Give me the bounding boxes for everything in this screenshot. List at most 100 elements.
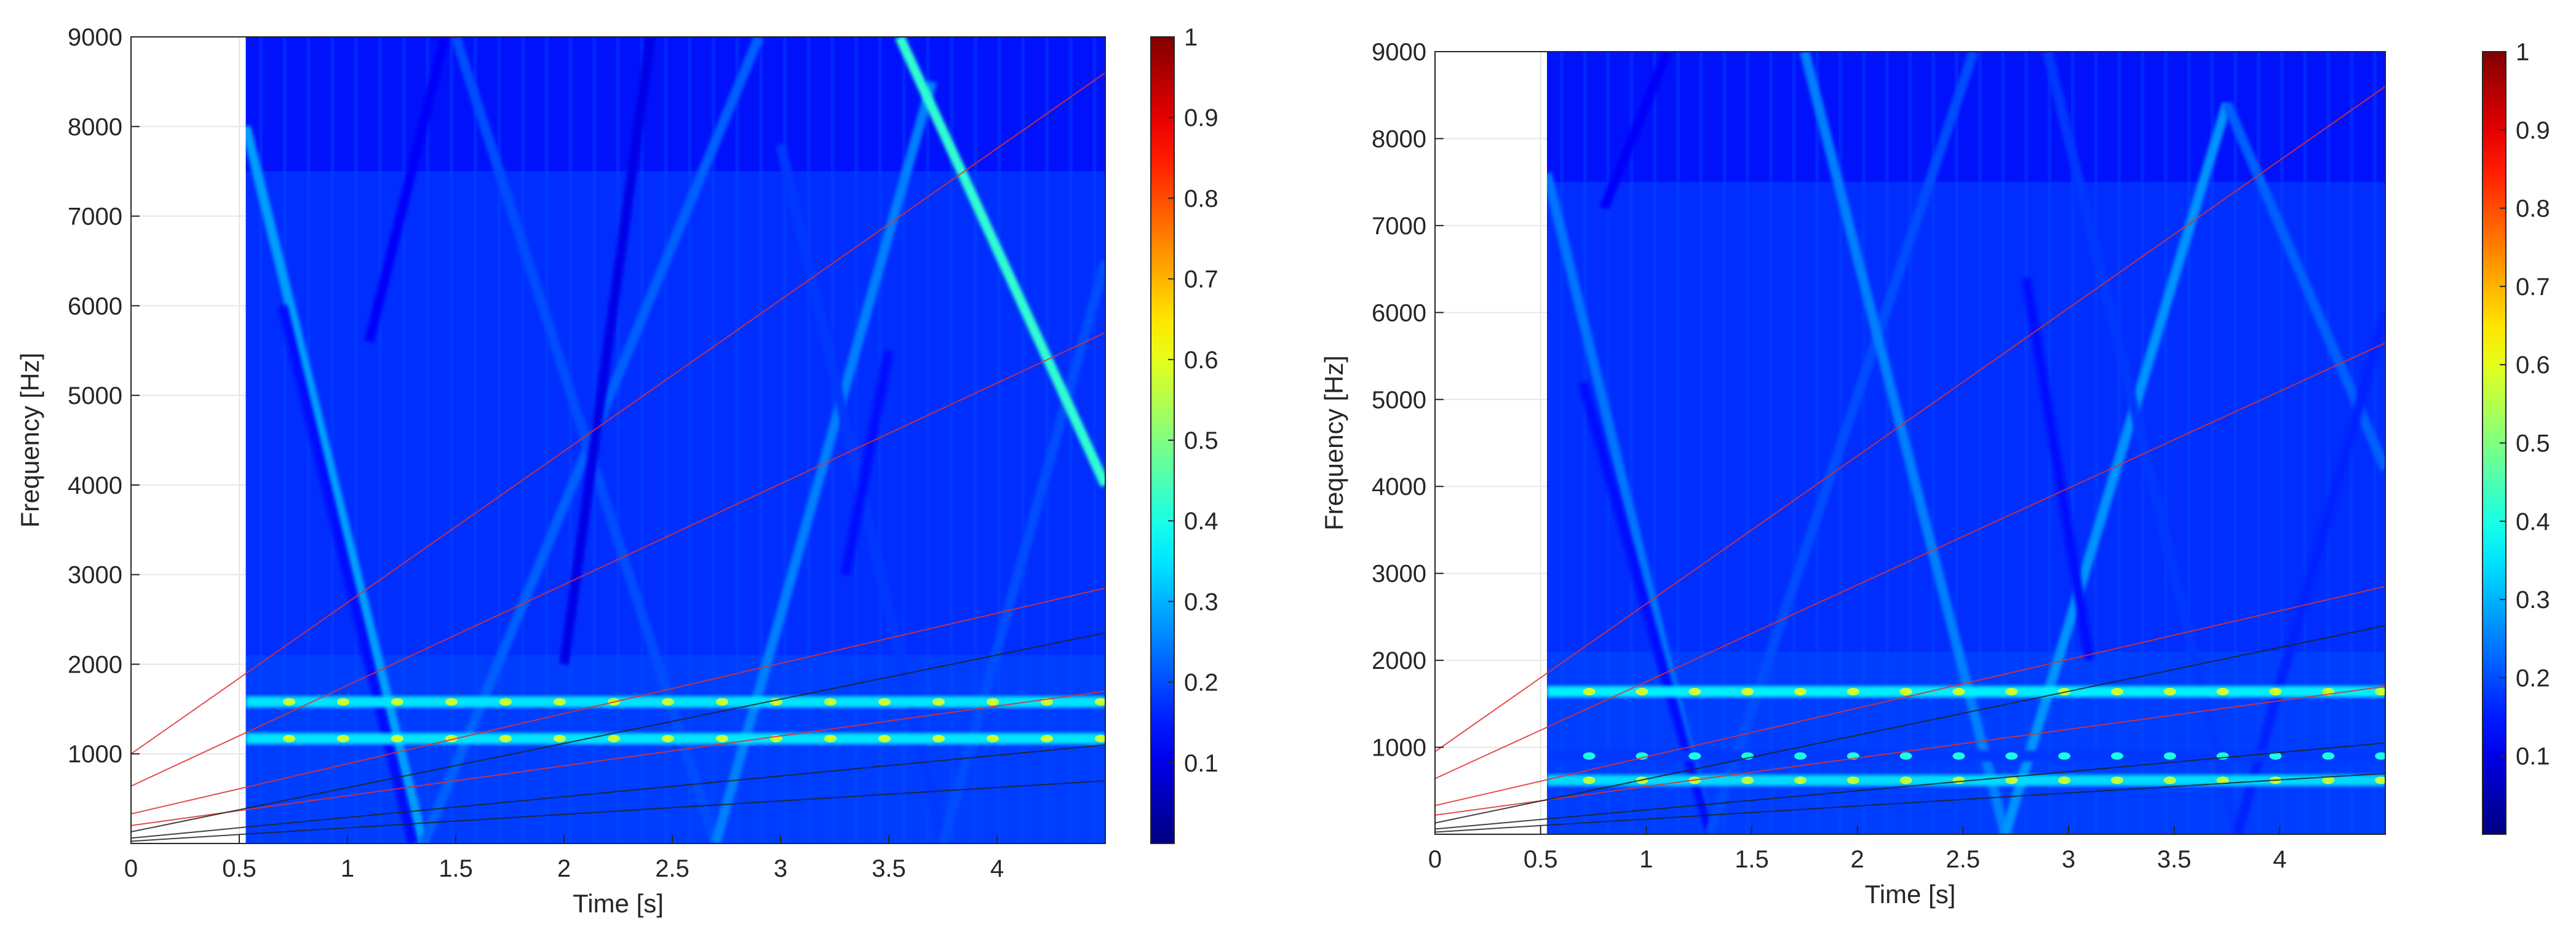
y-axis: 1000 2000 3000 4000 5000 6000 7000 8000 9000: [1372, 39, 1444, 762]
band-hotspot: [1583, 776, 1596, 784]
overlay-line: [1435, 85, 2385, 752]
band-hotspot: [1899, 752, 1912, 760]
x-tick-label: 0: [1428, 846, 1442, 873]
band-hotspot: [824, 698, 837, 706]
y-tick-label: 8000: [68, 114, 122, 141]
spectral-track: [1800, 52, 2010, 834]
band-hotspot: [282, 698, 295, 706]
spectral-track: [938, 259, 1105, 843]
band-hotspot: [499, 735, 512, 743]
x-tick-label: 3: [2062, 846, 2075, 873]
overlay-line: [131, 72, 1105, 755]
band-hotspot: [1741, 688, 1754, 696]
band-hotspot: [932, 698, 945, 706]
spectral-track: [710, 80, 937, 843]
band-hotspot: [553, 735, 566, 743]
x-axis-label: Time [s]: [1865, 880, 1956, 909]
overlay-line: [131, 744, 1105, 839]
colorbar-tick-label: 0.2: [1184, 669, 1218, 697]
spectral-track: [2021, 277, 2095, 662]
band-hotspot: [1583, 752, 1596, 760]
band-hotspot: [824, 735, 837, 743]
spectrogram-high-band: [245, 37, 1105, 172]
spectrogram-panel-1: 0 0.5 1 1.5 2 2.5 3 3.5 4 Time [s] 1000 2000 3000 400…: [15, 24, 1218, 918]
colorbar: 0.1 0.2 0.3 0.4 0.5 0.6 0.7 0.8 0.9 1: [2482, 39, 2550, 835]
colorbar-tick-label: 0.6: [2516, 352, 2550, 379]
band-hotspot: [2005, 688, 2018, 696]
spectral-track: [559, 37, 656, 665]
band-hotspot: [715, 698, 728, 706]
band-hotspot: [1847, 776, 1859, 784]
x-tick-label: 2: [1851, 846, 1864, 873]
colorbar-tick-label: 0.2: [2516, 665, 2550, 692]
spectral-track: [895, 37, 1105, 488]
band-hotspot: [1899, 776, 1912, 784]
band-hotspot: [2110, 776, 2123, 784]
colorbar-tick-label: 0.6: [1184, 347, 1218, 374]
overlay-line: [1435, 625, 2385, 824]
x-tick-label: 0.5: [222, 855, 256, 882]
band-hotspot: [2110, 688, 2123, 696]
axes-box: [130, 36, 1106, 844]
x-tick-label: 1.5: [439, 855, 473, 882]
x-tick-label: 2.5: [1946, 846, 1981, 873]
band-hotspot: [1094, 735, 1105, 743]
x-tick-label: 4: [990, 855, 1004, 882]
x-tick-label: 3.5: [2157, 846, 2192, 873]
y-axis-label: Frequency [Hz]: [15, 353, 44, 528]
band-hotspot: [2005, 776, 2018, 784]
y-tick-label: 1000: [68, 741, 122, 768]
y-tick-label: 9000: [68, 24, 122, 51]
y-tick-label: 4000: [68, 472, 122, 499]
band-hotspot: [986, 698, 999, 706]
overlay-line: [1435, 342, 2385, 780]
x-tick-label: 3.5: [872, 855, 906, 882]
spectral-track: [840, 349, 894, 576]
band-hotspot: [1794, 752, 1807, 760]
band-hotspot: [1952, 776, 1965, 784]
x-tick-label: 2: [557, 855, 571, 882]
y-tick-label: 7000: [1372, 213, 1426, 240]
band-hotspot: [553, 698, 566, 706]
y-tick-label: 9000: [1372, 39, 1426, 66]
band-hotspot: [1794, 688, 1807, 696]
band-hotspot: [986, 735, 999, 743]
overlay-line: [1435, 772, 2385, 833]
overlay-line: [131, 332, 1105, 787]
x-axis: 0 0.5 1 1.5 2 2.5 3 3.5 4: [1428, 826, 2286, 873]
spectrogram-image: [1546, 52, 2385, 834]
x-tick-label: 2.5: [655, 855, 690, 882]
colorbar: 0.1 0.2 0.3 0.4 0.5 0.6 0.7 0.8 0.9 1: [1150, 24, 1218, 844]
harmonic-band: [1546, 750, 2385, 762]
band-hotspot: [499, 698, 512, 706]
colorbar-tick-label: 0.3: [2516, 587, 2550, 614]
x-tick-label: 1: [341, 855, 354, 882]
colorbar-tick-label: 0.7: [2516, 274, 2550, 301]
band-hotspot: [391, 735, 403, 743]
band-hotspot: [2058, 752, 2071, 760]
overlay-line: [131, 632, 1105, 833]
colorbar-tick-label: 1: [2516, 39, 2529, 66]
spectral-track: [2000, 102, 2232, 834]
y-tick-label: 7000: [68, 203, 122, 231]
spectrogram-image: [245, 37, 1105, 843]
band-hotspot: [2322, 752, 2335, 760]
overlay-lines: [131, 72, 1105, 842]
band-hotspot: [878, 735, 891, 743]
overlay-lines: [1435, 85, 2385, 833]
spectral-track: [245, 125, 428, 843]
y-tick-label: 1000: [1372, 735, 1426, 762]
band-hotspot: [1794, 776, 1807, 784]
colorbar-tick-label: 0.8: [2516, 196, 2550, 223]
band-hotspot: [2216, 688, 2229, 696]
band-hotspot: [2005, 752, 2018, 760]
y-tick-label: 2000: [68, 651, 122, 678]
band-hotspot: [1952, 752, 1965, 760]
band-hotspot: [2216, 776, 2229, 784]
band-hotspot: [2375, 752, 2385, 760]
x-tick-label: 0.5: [1524, 846, 1558, 873]
harmonic-band: [245, 733, 1105, 744]
spectral-track: [1704, 52, 1979, 834]
y-tick-label: 4000: [1372, 473, 1426, 500]
band-hotspot: [2110, 752, 2123, 760]
